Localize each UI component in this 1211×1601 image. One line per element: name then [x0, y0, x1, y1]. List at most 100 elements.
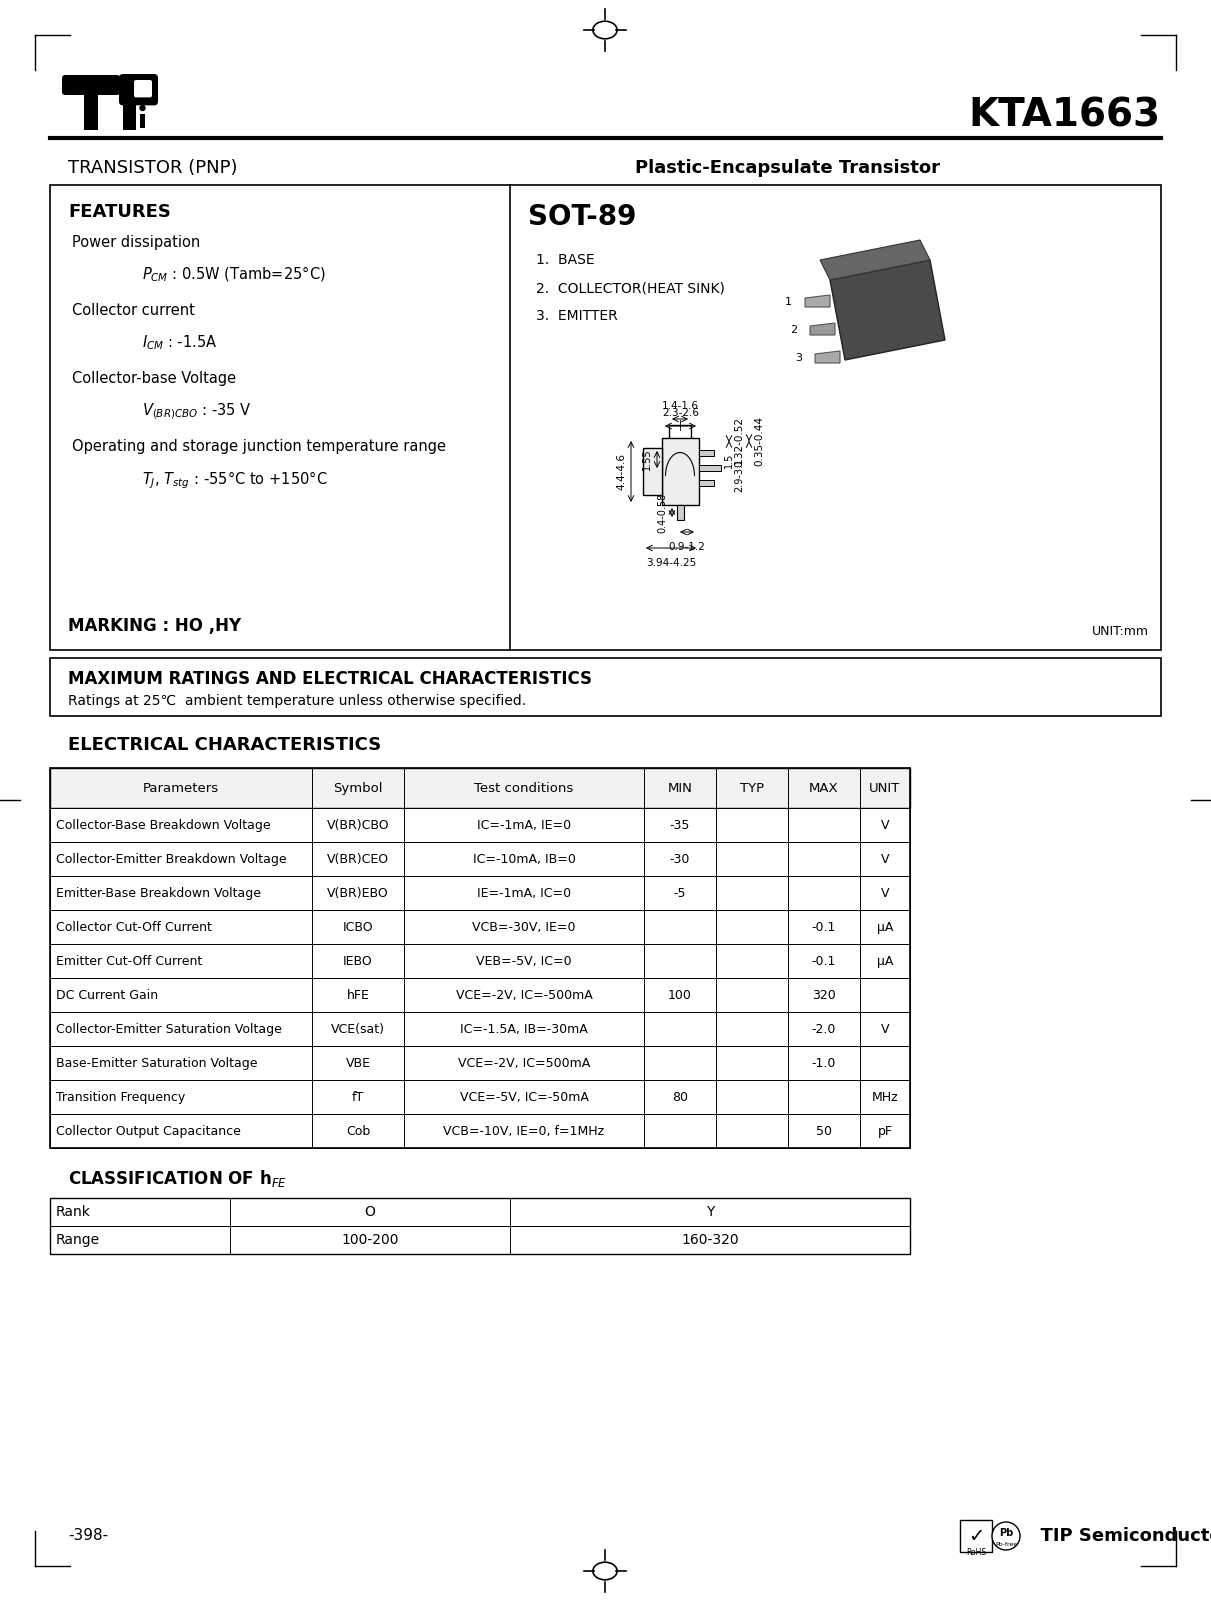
Text: Transition Frequency: Transition Frequency [56, 1090, 185, 1103]
Text: V: V [880, 852, 889, 866]
Text: O: O [365, 1206, 375, 1218]
Text: Base-Emitter Saturation Voltage: Base-Emitter Saturation Voltage [56, 1057, 258, 1069]
Polygon shape [815, 351, 840, 363]
Polygon shape [810, 323, 836, 335]
Bar [50, 876, 909, 909]
Bar [50, 186, 1161, 650]
Text: RoHS: RoHS [966, 1548, 986, 1558]
Text: 3: 3 [794, 352, 802, 363]
Text: 100: 100 [668, 988, 691, 1002]
Polygon shape [830, 259, 945, 360]
Text: DC Current Gain: DC Current Gain [56, 988, 159, 1002]
Text: -30: -30 [670, 852, 690, 866]
Text: 80: 80 [672, 1090, 688, 1103]
Text: Emitter-Base Breakdown Voltage: Emitter-Base Breakdown Voltage [56, 887, 262, 900]
Text: 1.55: 1.55 [642, 448, 652, 471]
Text: μA: μA [877, 921, 894, 933]
Text: -398-: -398- [68, 1529, 108, 1543]
Text: -2.0: -2.0 [811, 1023, 836, 1036]
Text: 0.35-0.44: 0.35-0.44 [754, 416, 764, 466]
Text: Pb-free: Pb-free [995, 1542, 1017, 1547]
Text: IC=-1.5A, IB=-30mA: IC=-1.5A, IB=-30mA [460, 1023, 587, 1036]
Text: $\mathit{I}_{CM}$ : -1.5A: $\mathit{I}_{CM}$ : -1.5A [142, 333, 218, 352]
Ellipse shape [992, 1523, 1020, 1550]
Text: Collector Output Capacitance: Collector Output Capacitance [56, 1124, 241, 1137]
Text: pF: pF [878, 1124, 893, 1137]
Text: ✓: ✓ [968, 1526, 985, 1545]
Text: VCE=-2V, IC=500mA: VCE=-2V, IC=500mA [458, 1057, 590, 1069]
Text: Collector-base Voltage: Collector-base Voltage [71, 371, 236, 386]
Text: 1: 1 [785, 298, 792, 307]
Text: TRANSISTOR (PNP): TRANSISTOR (PNP) [68, 158, 237, 178]
Text: UNIT:mm: UNIT:mm [1092, 624, 1149, 639]
Bar [50, 809, 909, 842]
Text: 0.32-0.52: 0.32-0.52 [734, 416, 744, 466]
Text: MHz: MHz [872, 1090, 899, 1103]
Text: Symbol: Symbol [333, 781, 383, 794]
Text: 50: 50 [816, 1124, 832, 1137]
Bar [643, 448, 662, 495]
Bar [50, 1198, 909, 1226]
Bar [50, 1045, 909, 1081]
Text: ELECTRICAL CHARACTERISTICS: ELECTRICAL CHARACTERISTICS [68, 736, 381, 754]
Text: VCE=-5V, IC=-50mA: VCE=-5V, IC=-50mA [459, 1090, 589, 1103]
Text: VBE: VBE [345, 1057, 371, 1069]
Bar [50, 978, 909, 1012]
Text: TYP: TYP [740, 781, 764, 794]
Text: Operating and storage junction temperature range: Operating and storage junction temperatu… [71, 439, 446, 455]
FancyBboxPatch shape [62, 75, 120, 94]
Bar [50, 768, 909, 1148]
Text: $\mathit{T}_J$, $\mathit{T}_{stg}$ : -55°C to +150°C: $\mathit{T}_J$, $\mathit{T}_{stg}$ : -55… [142, 469, 327, 490]
Bar [84, 78, 98, 130]
Bar [50, 909, 909, 945]
Text: 3.94-4.25: 3.94-4.25 [645, 559, 696, 568]
Bar [65, 78, 117, 91]
Text: FEATURES: FEATURES [68, 203, 171, 221]
Text: -1.0: -1.0 [811, 1057, 836, 1069]
Text: Collector-Base Breakdown Voltage: Collector-Base Breakdown Voltage [56, 818, 270, 831]
Text: 160-320: 160-320 [681, 1233, 739, 1247]
Text: VEB=-5V, IC=0: VEB=-5V, IC=0 [476, 954, 572, 967]
Text: VCB=-30V, IE=0: VCB=-30V, IE=0 [472, 921, 575, 933]
Text: -0.1: -0.1 [811, 921, 836, 933]
Bar [662, 439, 699, 504]
Text: Pb: Pb [999, 1527, 1014, 1539]
Text: IE=-1mA, IC=0: IE=-1mA, IC=0 [477, 887, 572, 900]
Text: V(BR)CEO: V(BR)CEO [327, 852, 389, 866]
Bar [50, 658, 1161, 716]
Text: Range: Range [56, 1233, 101, 1247]
Polygon shape [805, 295, 830, 307]
Text: Cob: Cob [346, 1124, 371, 1137]
FancyBboxPatch shape [134, 80, 153, 98]
Bar [50, 1226, 909, 1254]
Text: Rank: Rank [56, 1206, 91, 1218]
Text: IEBO: IEBO [343, 954, 373, 967]
Text: V(BR)CBO: V(BR)CBO [327, 818, 389, 831]
Text: 3.  EMITTER: 3. EMITTER [536, 309, 618, 323]
Text: Collector-Emitter Breakdown Voltage: Collector-Emitter Breakdown Voltage [56, 852, 287, 866]
Text: Collector Cut-Off Current: Collector Cut-Off Current [56, 921, 212, 933]
Text: -5: -5 [673, 887, 687, 900]
Text: MIN: MIN [667, 781, 693, 794]
Text: V(BR)EBO: V(BR)EBO [327, 887, 389, 900]
Text: Y: Y [706, 1206, 714, 1218]
Bar [699, 464, 721, 471]
Ellipse shape [140, 106, 145, 110]
Text: μA: μA [877, 954, 894, 967]
Text: V: V [880, 887, 889, 900]
Text: Power dissipation: Power dissipation [71, 235, 200, 250]
Text: MARKING : HO ,HY: MARKING : HO ,HY [68, 616, 241, 636]
Bar [699, 480, 714, 487]
Text: Collector current: Collector current [71, 303, 195, 319]
Bar [50, 1114, 909, 1148]
Text: 1.4-1.6: 1.4-1.6 [661, 400, 699, 411]
Bar [699, 450, 714, 456]
Text: IC=-1mA, IE=0: IC=-1mA, IE=0 [477, 818, 572, 831]
Text: UNIT: UNIT [869, 781, 901, 794]
Text: ICBO: ICBO [343, 921, 373, 933]
Bar [50, 1198, 909, 1254]
Text: 320: 320 [813, 988, 836, 1002]
Text: fT: fT [352, 1090, 365, 1103]
Text: V: V [880, 1023, 889, 1036]
Text: V: V [880, 818, 889, 831]
